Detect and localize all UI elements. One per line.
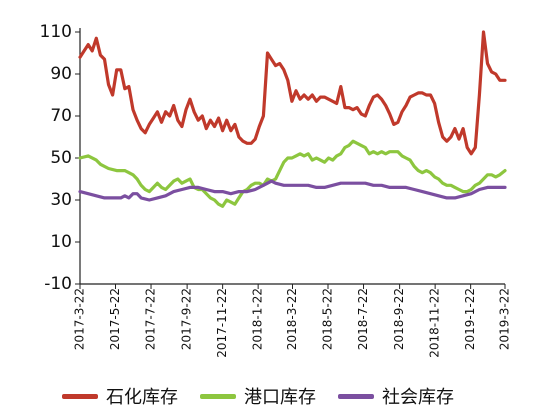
- y-tick-label: -10: [44, 274, 72, 294]
- legend-item-social: 社会库存: [338, 383, 454, 409]
- x-tick-label: 2018-3-22: [285, 288, 299, 350]
- x-tick-label: 2017-11-22: [215, 288, 229, 358]
- y-tick-label: 90: [50, 64, 72, 84]
- x-tick-label: 2019-1-22: [463, 288, 477, 350]
- x-tick-label: 2017-7-22: [144, 288, 158, 350]
- x-tick-label: 2018-7-22: [356, 288, 370, 350]
- legend-swatch-port: [200, 393, 236, 399]
- x-tick-label: 2018-11-22: [428, 288, 442, 358]
- y-tick-label: 30: [50, 190, 72, 210]
- y-axis: -10 10 30 50 70 90 110: [40, 22, 81, 294]
- x-tick-label: 2019-3-22: [498, 288, 512, 350]
- y-tick-label: 50: [50, 148, 72, 168]
- y-tick-label: 70: [50, 106, 72, 126]
- legend-label-social: 社会库存: [382, 387, 454, 408]
- legend-item-petrochemical: 石化库存: [62, 383, 178, 409]
- legend-label-port: 港口库存: [244, 387, 316, 408]
- legend: 石化库存 港口库存 社会库存: [62, 381, 454, 411]
- x-tick-label: 2017-9-22: [180, 288, 194, 350]
- legend-swatch-petrochemical: [62, 393, 98, 399]
- x-axis: 2017-3-22 2017-5-22 2017-7-22 2017-9-22 2017…: [73, 283, 512, 358]
- legend-item-port: 港口库存: [200, 383, 316, 409]
- x-tick-label: 2017-3-22: [73, 288, 87, 350]
- series-line-port: [78, 139, 507, 208]
- x-tick-label: 2018-1-22: [251, 288, 265, 350]
- y-tick-label: 110: [40, 22, 72, 42]
- x-tick-label: 2018-5-22: [321, 288, 335, 350]
- x-tick-label: 2017-5-22: [108, 288, 122, 350]
- series-layer: [78, 30, 507, 208]
- series-line-petrochemical: [78, 30, 507, 156]
- series-line-social: [78, 179, 507, 202]
- y-tick-label: 10: [50, 232, 72, 252]
- legend-label-petrochemical: 石化库存: [106, 387, 178, 408]
- x-tick-label: 2018-9-22: [392, 288, 406, 350]
- legend-swatch-social: [338, 393, 374, 399]
